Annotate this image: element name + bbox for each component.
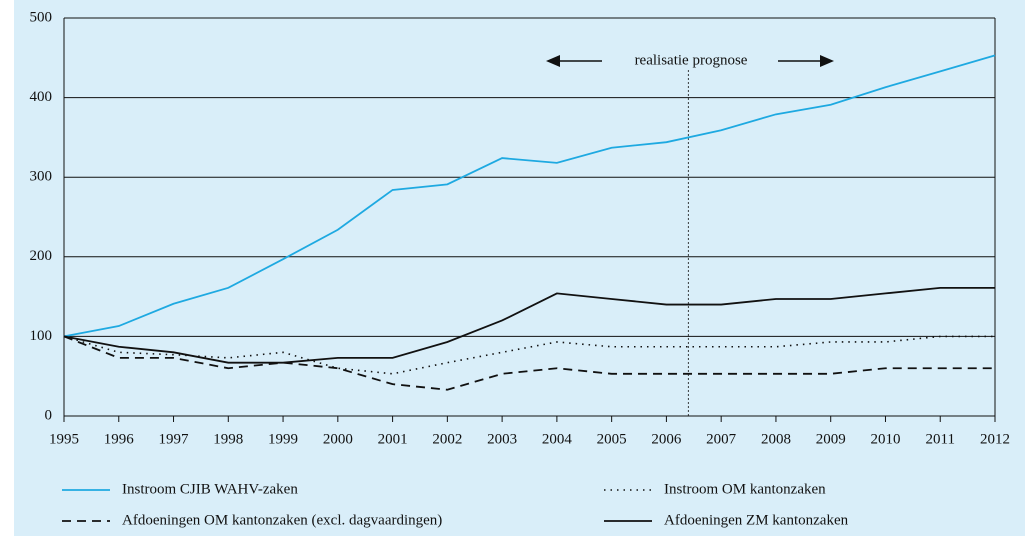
- x-tick-label: 2010: [870, 431, 900, 447]
- x-tick-label: 2003: [487, 431, 517, 447]
- legend-label: Instroom CJIB WAHV-zaken: [122, 481, 298, 497]
- series-line: [63, 286, 995, 364]
- y-tick-label: 200: [30, 248, 53, 264]
- background: [14, 0, 1025, 536]
- y-tick-label: 400: [30, 89, 53, 105]
- x-tick-label: 2006: [651, 431, 682, 447]
- x-tick-label: 2000: [323, 431, 353, 447]
- x-tick-label: 1999: [268, 431, 298, 447]
- y-tick-label: 500: [30, 9, 53, 25]
- y-tick-label: 100: [30, 328, 53, 344]
- x-tick-label: 2002: [432, 431, 462, 447]
- series-line: [63, 54, 996, 338]
- x-tick-label: 1996: [104, 431, 135, 447]
- x-tick-label: 2011: [926, 431, 955, 447]
- y-tick-label: 300: [30, 169, 53, 185]
- x-tick-label: 1998: [213, 431, 243, 447]
- x-tick-label: 2012: [980, 431, 1010, 447]
- arrow-head: [546, 55, 560, 67]
- arrow-head: [820, 55, 834, 67]
- y-tick-label: 0: [45, 407, 53, 423]
- x-tick-label: 2008: [761, 431, 791, 447]
- x-tick-label: 1995: [49, 431, 79, 447]
- legend-label: Instroom OM kantonzaken: [664, 481, 826, 497]
- annotation: realisatie prognose: [635, 52, 748, 68]
- x-tick-label: 2007: [706, 431, 737, 447]
- legend-label: Afdoeningen ZM kantonzaken: [664, 512, 849, 528]
- series-line: [63, 335, 995, 391]
- x-tick-label: 2004: [542, 431, 573, 447]
- x-tick-label: 2005: [597, 431, 627, 447]
- x-tick-label: 1997: [159, 431, 190, 447]
- x-tick-label: 2001: [378, 431, 408, 447]
- legend-label: Afdoeningen OM kantonzaken (excl. dagvaa…: [122, 512, 442, 528]
- x-tick-label: 2009: [816, 431, 846, 447]
